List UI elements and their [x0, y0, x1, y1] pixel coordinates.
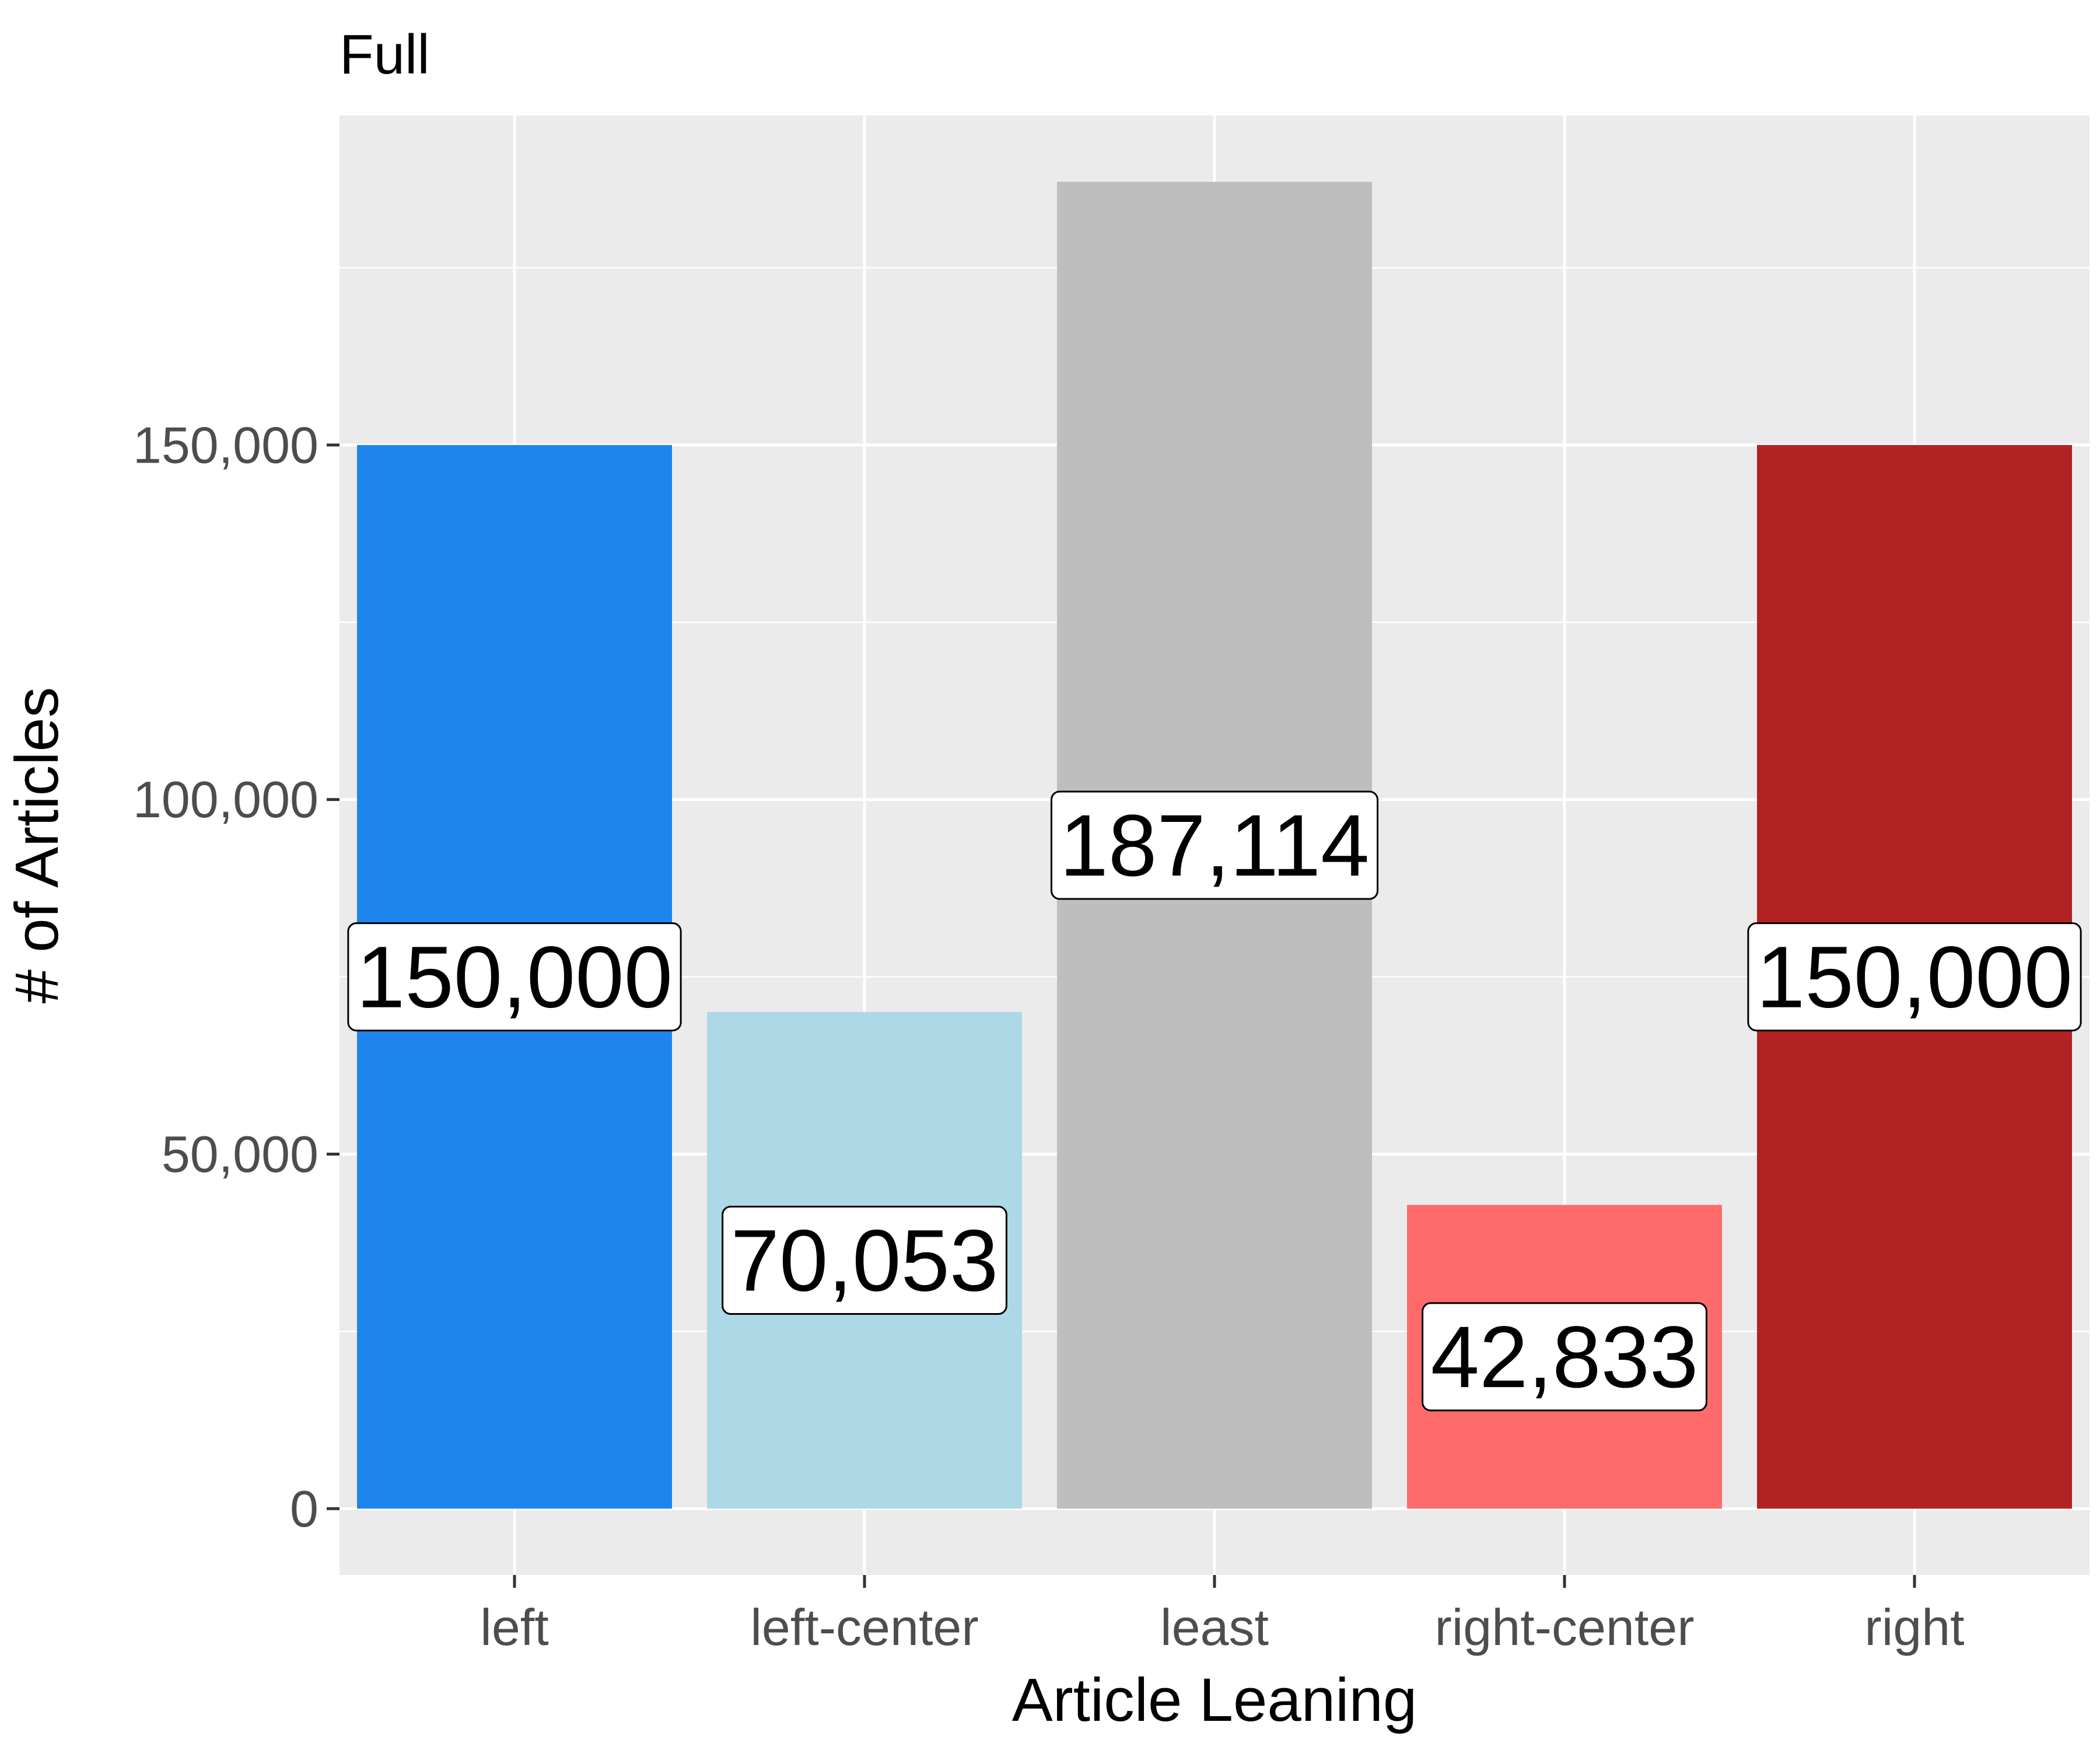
data-label-text: 42,833 [1431, 1308, 1699, 1406]
data-label-right-center: 42,833 [1422, 1302, 1707, 1412]
y-tick-label: 150,000 [133, 416, 318, 474]
chart-title: Full [340, 23, 430, 86]
data-label-text: 187,114 [1059, 796, 1369, 894]
data-label-left-center: 70,053 [722, 1205, 1007, 1315]
y-axis-title: # of Articles [3, 687, 71, 1004]
data-label-left: 150,000 [347, 922, 682, 1032]
data-label-box [1050, 790, 1379, 900]
y-tick-label: 50,000 [162, 1125, 318, 1183]
y-axis: 0 50,000 100,000 150,000 [133, 416, 340, 1538]
data-label-least: 187,114 [1050, 790, 1379, 900]
data-label-right: 150,000 [1747, 922, 2082, 1032]
data-label-text: 150,000 [1756, 928, 2073, 1026]
data-label-text: 150,000 [356, 928, 673, 1026]
x-axis-title: Article Leaning [1012, 1666, 1418, 1734]
x-tick-label-left: left [480, 1598, 548, 1656]
x-tick-label-left-center: left-center [750, 1598, 978, 1656]
data-label-box [722, 1205, 1007, 1315]
data-label-box [1747, 922, 2082, 1032]
y-tick-label: 0 [290, 1480, 318, 1538]
data-label-text: 70,053 [731, 1211, 999, 1309]
data-labels: 150,000 70,053 187,114 42,833 150,000 [347, 790, 2082, 1412]
x-tick-label-right: right [1864, 1598, 1964, 1656]
x-tick-label-right-center: right-center [1434, 1598, 1694, 1656]
x-axis: left left-center least right-center right [480, 1575, 1965, 1656]
data-label-box [347, 922, 682, 1032]
y-tick-label: 100,000 [133, 771, 318, 828]
data-label-box [1422, 1302, 1707, 1412]
x-tick-label-least: least [1160, 1598, 1269, 1656]
